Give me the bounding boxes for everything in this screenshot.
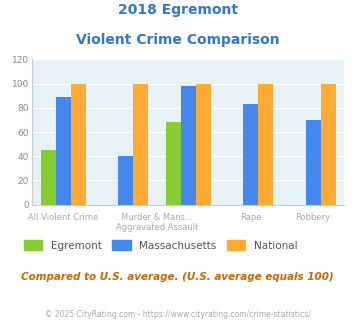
Bar <box>243 104 258 205</box>
Bar <box>118 156 133 205</box>
Bar <box>321 83 335 205</box>
Text: © 2025 CityRating.com - https://www.cityrating.com/crime-statistics/: © 2025 CityRating.com - https://www.city… <box>45 310 310 319</box>
Text: Compared to U.S. average. (U.S. average equals 100): Compared to U.S. average. (U.S. average … <box>21 272 334 282</box>
Text: All Violent Crime: All Violent Crime <box>28 213 98 222</box>
Bar <box>133 83 148 205</box>
Text: Robbery: Robbery <box>296 213 331 222</box>
Bar <box>306 120 321 205</box>
Bar <box>196 83 211 205</box>
Text: Rape: Rape <box>240 213 261 222</box>
Text: Aggravated Assault: Aggravated Assault <box>116 223 198 232</box>
Bar <box>258 83 273 205</box>
Text: Violent Crime Comparison: Violent Crime Comparison <box>76 33 279 47</box>
Bar <box>41 150 56 205</box>
Bar <box>71 83 86 205</box>
Bar <box>166 122 181 205</box>
Legend: Egremont, Massachusetts, National: Egremont, Massachusetts, National <box>20 236 302 255</box>
Text: 2018 Egremont: 2018 Egremont <box>118 3 237 17</box>
Text: Murder & Mans...: Murder & Mans... <box>121 213 193 222</box>
Bar <box>56 97 71 205</box>
Bar <box>181 86 196 205</box>
